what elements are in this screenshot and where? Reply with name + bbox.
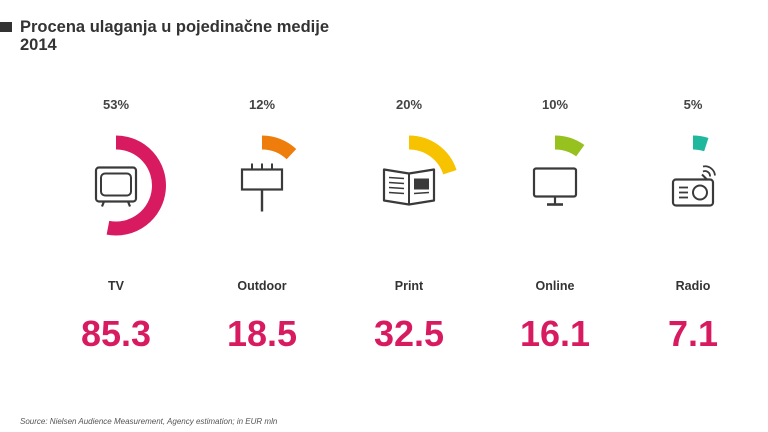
radio-icon <box>671 165 716 207</box>
tv-icon <box>94 166 138 207</box>
percent-label: 10% <box>541 97 569 112</box>
value-label: 85.3 <box>80 313 152 354</box>
media-column-tv: 53% TV 85.3 <box>43 0 189 432</box>
category-label: Outdoor <box>237 279 287 293</box>
percent-label: 5% <box>683 97 703 112</box>
share-ring <box>240 135 297 212</box>
share-ring <box>532 135 585 206</box>
value-label: 16.1 <box>519 313 591 354</box>
category-label: Radio <box>675 279 711 293</box>
share-arc-online <box>554 135 585 157</box>
share-arc-print <box>408 135 457 175</box>
media-column-print: 20% Print 32.5 <box>336 0 482 432</box>
media-column-radio: 5% Radio 7.1 <box>620 0 766 432</box>
category-label: TV <box>108 279 124 293</box>
media-column-outdoor: 12% Outdoor 18.5 <box>189 0 335 432</box>
value-label: 7.1 <box>667 313 719 354</box>
share-arc-radio <box>692 135 709 152</box>
percent-label: 12% <box>248 97 276 112</box>
newspaper-icon <box>382 168 436 206</box>
category-label: Print <box>394 279 424 293</box>
share-arc-outdoor <box>261 135 297 160</box>
share-arc-tv <box>106 135 166 236</box>
monitor-icon <box>532 167 578 206</box>
title-marker <box>0 22 12 32</box>
value-label: 18.5 <box>226 313 298 354</box>
billboard-icon <box>240 163 284 212</box>
category-label: Online <box>535 279 575 293</box>
media-column-online: 10% Online 16.1 <box>482 0 628 432</box>
page-title: Procena ulaganja u pojedinačne medije <box>20 18 330 36</box>
share-ring <box>94 135 166 236</box>
percent-label: 53% <box>102 97 130 112</box>
value-label: 32.5 <box>373 313 445 354</box>
page-subtitle: 2014 <box>20 36 57 54</box>
source-note: Source: Nielsen Audience Measurement, Ag… <box>20 417 278 426</box>
percent-label: 20% <box>395 97 423 112</box>
share-ring <box>671 135 716 207</box>
share-ring <box>382 135 457 206</box>
